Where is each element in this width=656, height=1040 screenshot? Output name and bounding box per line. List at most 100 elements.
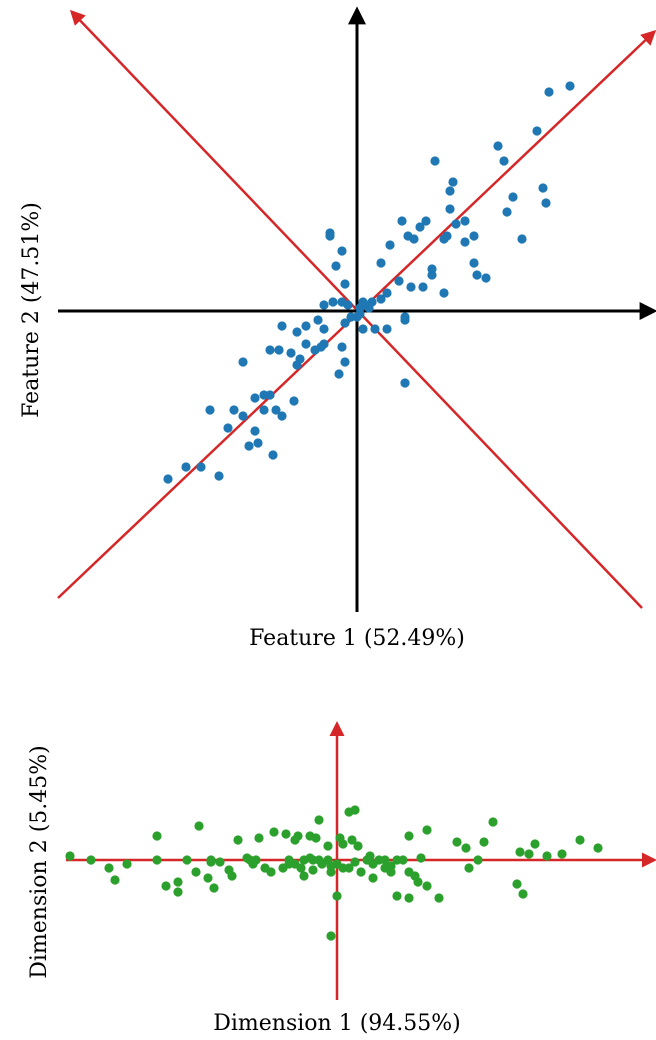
- data-point: [337, 246, 347, 256]
- data-point: [313, 315, 323, 325]
- data-point: [319, 300, 329, 310]
- data-point: [238, 357, 248, 367]
- data-point: [323, 841, 333, 851]
- data-point: [332, 891, 342, 901]
- data-point: [358, 324, 368, 334]
- data-point: [337, 297, 347, 307]
- data-point: [268, 450, 278, 460]
- data-point: [530, 839, 540, 849]
- data-point: [593, 843, 603, 853]
- data-point: [346, 312, 356, 322]
- data-point: [358, 297, 368, 307]
- data-point: [421, 216, 431, 226]
- data-point: [152, 831, 162, 841]
- data-point: [508, 192, 518, 202]
- data-point: [181, 462, 191, 472]
- data-point: [350, 857, 360, 867]
- data-point: [469, 258, 479, 268]
- data-point: [260, 863, 270, 873]
- data-point: [515, 847, 525, 857]
- data-point: [392, 891, 402, 901]
- data-point: [292, 360, 302, 370]
- data-point: [289, 396, 299, 406]
- data-point: [382, 288, 392, 298]
- data-point: [173, 877, 183, 887]
- y-axis-label: Dimension 2 (5.45%): [27, 745, 52, 979]
- data-point: [233, 835, 243, 845]
- data-point: [338, 839, 348, 849]
- data-point: [413, 877, 423, 887]
- data-point: [251, 855, 261, 865]
- data-point: [340, 279, 350, 289]
- data-point: [326, 931, 336, 941]
- data-point: [301, 339, 311, 349]
- data-point: [461, 843, 471, 853]
- data-point: [445, 186, 455, 196]
- data-point: [290, 835, 300, 845]
- data-point: [404, 831, 414, 841]
- data-point: [452, 837, 462, 847]
- data-point: [541, 198, 551, 208]
- data-point: [206, 855, 216, 865]
- data-point: [203, 873, 213, 883]
- data-point: [110, 875, 120, 885]
- data-point: [430, 156, 440, 166]
- data-point: [415, 222, 425, 232]
- data-point: [473, 855, 483, 865]
- data-point: [65, 851, 75, 861]
- data-point: [380, 855, 390, 865]
- data-point: [575, 835, 585, 845]
- data-point: [301, 321, 311, 331]
- data-point: [254, 833, 264, 843]
- data-point: [365, 851, 375, 861]
- data-point: [314, 815, 324, 825]
- data-point: [382, 324, 392, 334]
- data-point: [364, 303, 374, 313]
- data-point: [277, 411, 287, 421]
- data-point: [481, 273, 491, 283]
- data-point: [370, 324, 380, 334]
- data-point: [386, 861, 396, 871]
- data-point: [253, 438, 263, 448]
- x-axis-label: Feature 1 (52.49%): [249, 626, 465, 651]
- data-point: [250, 426, 260, 436]
- x-axis-label: Dimension 1 (94.55%): [213, 1011, 461, 1036]
- data-point: [448, 177, 458, 187]
- data-point: [502, 207, 512, 217]
- data-point: [439, 288, 449, 298]
- data-point: [194, 821, 204, 831]
- dimension-data-points: [65, 805, 603, 941]
- data-point: [173, 887, 183, 897]
- data-point: [517, 234, 527, 244]
- data-point: [265, 345, 275, 355]
- data-point: [214, 471, 224, 481]
- data-point: [353, 841, 363, 851]
- data-point: [538, 183, 548, 193]
- data-point: [325, 231, 335, 241]
- data-point: [451, 219, 461, 229]
- data-point: [398, 855, 408, 865]
- data-point: [182, 855, 192, 865]
- data-point: [196, 462, 206, 472]
- data-point: [512, 879, 522, 889]
- data-point: [311, 833, 321, 843]
- data-point: [296, 863, 306, 873]
- data-point: [337, 342, 347, 352]
- data-point: [524, 849, 534, 859]
- data-point: [310, 345, 320, 355]
- data-point: [385, 240, 395, 250]
- data-point: [400, 312, 410, 322]
- data-point: [223, 423, 233, 433]
- data-point: [350, 805, 360, 815]
- data-point: [334, 369, 344, 379]
- data-point: [259, 405, 269, 415]
- data-point: [422, 881, 432, 891]
- data-point: [479, 837, 489, 847]
- data-point: [104, 863, 114, 873]
- data-point: [286, 348, 296, 358]
- data-point: [493, 141, 503, 151]
- data-point: [532, 126, 542, 136]
- data-point: [277, 321, 287, 331]
- data-point: [409, 234, 419, 244]
- data-point: [269, 827, 279, 837]
